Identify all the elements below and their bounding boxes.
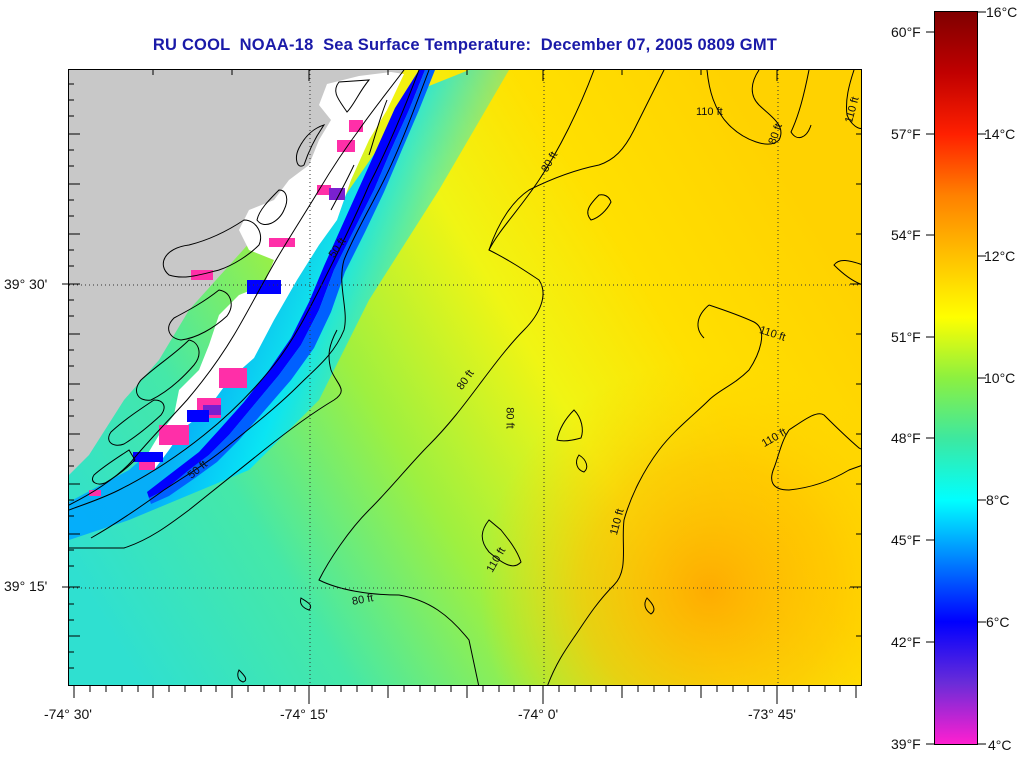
celsius-label: 10°C <box>984 370 1016 386</box>
fahrenheit-label: 57°F <box>891 126 921 142</box>
celsius-label: 4°C <box>988 737 1012 753</box>
lon-label: -74° 0' <box>518 706 559 722</box>
lon-label: -74° 30' <box>44 706 92 722</box>
fahrenheit-label: 60°F <box>891 24 921 40</box>
fahrenheit-label: 51°F <box>891 329 921 345</box>
fahrenheit-label: 42°F <box>891 634 921 650</box>
coast-strip <box>89 70 435 504</box>
map-svg <box>69 70 861 685</box>
sst-map: 110 ft 80 ft 110 ft 80 ft 50 ft 110 ft 8… <box>68 69 862 686</box>
coastline-outlines <box>69 70 405 506</box>
land-mask <box>69 70 404 475</box>
celsius-label: 14°C <box>984 126 1016 142</box>
colorbar <box>934 11 978 745</box>
lon-label: -74° 15' <box>280 706 328 722</box>
depth-contours <box>69 70 861 685</box>
celsius-label: 16°C <box>986 4 1018 20</box>
contour-label: 110 ft <box>696 106 723 118</box>
fahrenheit-label: 45°F <box>891 532 921 548</box>
cloud-mask <box>144 72 404 470</box>
fahrenheit-label: 48°F <box>891 430 921 446</box>
fahrenheit-label: 39°F <box>891 736 921 752</box>
chart-title: RU COOL NOAA-18 Sea Surface Temperature:… <box>152 36 778 54</box>
celsius-label: 12°C <box>984 248 1016 264</box>
celsius-label: 8°C <box>986 492 1010 508</box>
lat-label: 39° 15' <box>4 578 48 594</box>
contour-label: 80 ft <box>503 407 516 429</box>
lat-label: 39° 30' <box>4 276 48 292</box>
nearshore-cool-band <box>69 70 509 540</box>
lon-label: -73° 45' <box>748 706 796 722</box>
graticule <box>69 70 861 685</box>
fahrenheit-label: 54°F <box>891 227 921 243</box>
celsius-label: 6°C <box>986 614 1010 630</box>
